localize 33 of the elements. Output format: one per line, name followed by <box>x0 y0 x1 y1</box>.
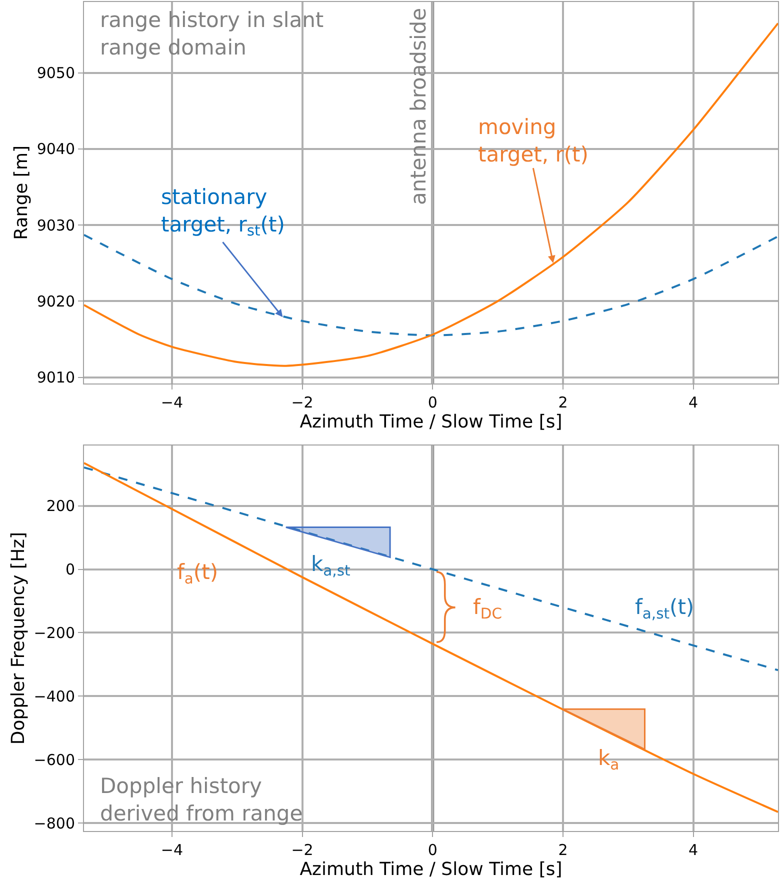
y-tick-label: −600 <box>34 750 75 769</box>
y-axis-title: Range [m] <box>11 145 32 240</box>
x-tick-label: −2 <box>291 393 314 412</box>
y-tick-label: 9030 <box>36 216 75 234</box>
annotation: k$_{a}$ <box>598 746 620 774</box>
x-tick-label: −2 <box>291 841 314 859</box>
y-axis-title: Doppler Frequency [Hz] <box>8 532 29 745</box>
y-tick-label: 9040 <box>36 140 75 158</box>
annotation: f$_{DC}$ <box>473 595 502 622</box>
annotation: k$_{a,st}$ <box>311 552 350 580</box>
x-tick-label: 2 <box>558 393 568 412</box>
x-axis-title: Azimuth Time / Slow Time [s] <box>300 859 562 880</box>
x-tick-label: −4 <box>160 393 184 412</box>
annotation: moving target, r(t) <box>478 115 588 166</box>
y-tick-label: 0 <box>65 560 75 579</box>
y-tick-label: 200 <box>46 497 75 516</box>
y-tick-label: 9050 <box>36 64 75 82</box>
x-axis-title: Azimuth Time / Slow Time [s] <box>300 411 562 432</box>
x-tick-label: 0 <box>428 393 438 412</box>
x-tick-label: −4 <box>160 841 184 859</box>
x-tick-label: 2 <box>558 841 568 859</box>
annotation: stationary target, r$_{st}$(t) <box>161 185 285 240</box>
x-tick-label: 4 <box>688 841 698 859</box>
y-tick-label: 9010 <box>36 368 75 386</box>
y-tick-label: −400 <box>34 687 75 706</box>
y-tick-label: −800 <box>34 814 75 832</box>
y-tick-label: −200 <box>34 624 75 642</box>
ref-line-label: antenna broadside <box>406 8 430 205</box>
annotation: f$_{a,st}$(t) <box>635 595 694 622</box>
annotation: f$_{a}$(t) <box>177 560 218 588</box>
y-tick-label: 9020 <box>36 292 75 310</box>
x-tick-label: 4 <box>688 393 698 412</box>
x-tick-label: 0 <box>428 841 438 859</box>
